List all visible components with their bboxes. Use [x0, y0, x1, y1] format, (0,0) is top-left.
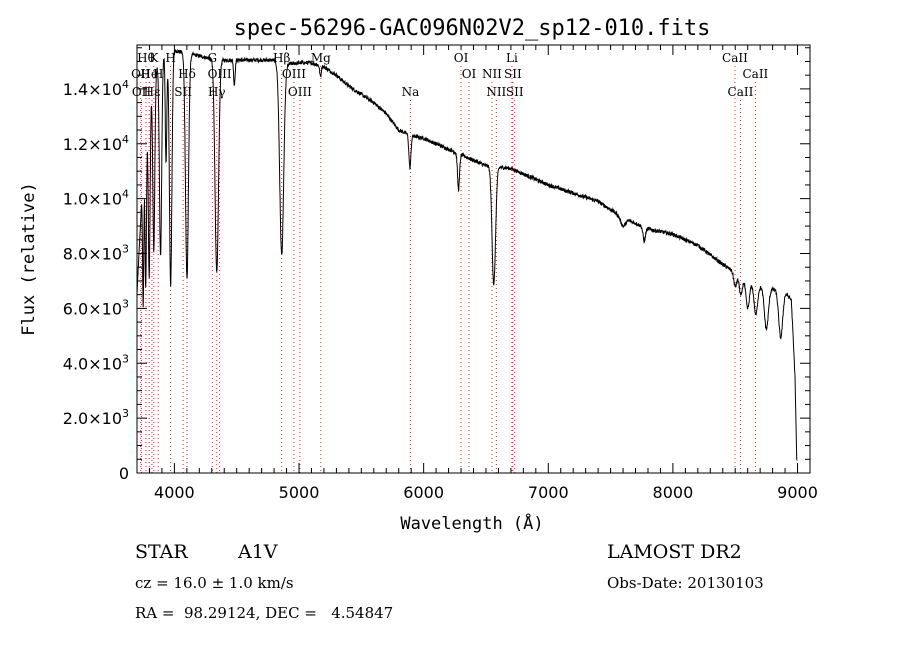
y-tick-exponent: 4: [122, 78, 129, 91]
spectral-line-label: SII: [504, 67, 522, 81]
y-tick-mantissa: 8.0×10: [63, 245, 122, 264]
spectral-line-label: Mg: [311, 51, 331, 65]
spectral-line-label: OIII: [208, 67, 232, 81]
y-tick-exponent: 3: [122, 243, 129, 256]
x-tick-label: 4000: [154, 483, 195, 502]
survey-name: LAMOST DR2: [607, 541, 742, 563]
y-tick-mantissa: 4.0×10: [63, 354, 122, 373]
coordinates: RA = 98.29124, DEC = 4.54847: [135, 604, 394, 622]
y-tick-mantissa: 1.2×10: [63, 135, 122, 154]
y-tick-mantissa: 1.0×10: [63, 190, 122, 209]
y-tick-mantissa: 0: [119, 464, 129, 483]
spectral-line-label: OIII: [288, 85, 312, 99]
spectral-line-label: CaII: [742, 67, 768, 81]
y-tick-label: 8.0×103: [63, 243, 129, 264]
chart-title: spec-56296-GAC096N02V2_sp12-010.fits: [234, 16, 711, 41]
spectral-line-label: OI: [462, 67, 477, 81]
y-tick-mantissa: 1.4×10: [63, 80, 122, 99]
x-tick-label: 5000: [279, 483, 320, 502]
spectral-line-label: OIII: [282, 67, 306, 81]
spectral-line-label: SII: [174, 85, 192, 99]
object-class: STAR: [135, 541, 188, 563]
x-tick-label: 9000: [777, 483, 818, 502]
spectral-line-label: SII: [506, 85, 524, 99]
axes-layer: 4000 5000 6000 7000 8000 900002.0×1034.0×1036…: [63, 44, 818, 502]
y-tick-label: 0: [119, 464, 129, 483]
redshift-velocity: cz = 16.0 ± 1.0 km/s: [135, 574, 294, 592]
x-tick-label: 8000: [653, 483, 694, 502]
y-tick-label: 1.0×104: [63, 188, 129, 209]
spectral-line-label: CaII: [722, 51, 748, 65]
spectral-line-label: Na: [402, 85, 420, 99]
spectral-lines-layer: OIIOIIHθHeHεKHHHδSIIGOIIIHγHβOIIIOIIIMgN…: [131, 51, 769, 473]
x-axis-label: Wavelength (Å): [400, 512, 543, 534]
y-tick-exponent: 3: [122, 352, 129, 365]
y-tick-label: 1.2×104: [63, 133, 129, 154]
y-tick-exponent: 3: [122, 297, 129, 310]
x-tick-label: 7000: [528, 483, 569, 502]
y-tick-label: 4.0×103: [63, 352, 129, 373]
y-tick-mantissa: 2.0×10: [63, 409, 122, 428]
plot-frame: [136, 44, 811, 474]
y-tick-mantissa: 6.0×10: [63, 299, 122, 318]
y-tick-label: 2.0×103: [63, 407, 129, 428]
y-tick-exponent: 4: [122, 188, 129, 201]
spectral-line-label: Hβ: [273, 51, 290, 65]
spectral-line-label: Hδ: [178, 67, 196, 81]
spectrum-layer: [136, 48, 798, 461]
spectral-line-label: H: [165, 51, 175, 65]
y-tick-exponent: 4: [122, 133, 129, 146]
spectral-line-label: Hγ: [208, 85, 226, 99]
y-axis-label: Flux (relative): [19, 182, 39, 336]
observation-date: Obs-Date: 20130103: [607, 574, 764, 592]
spectral-line-label: Li: [506, 51, 518, 65]
spectral-line-label: CaII: [728, 85, 754, 99]
spectrum-line: [136, 48, 798, 461]
object-subclass: A1V: [238, 541, 278, 563]
y-tick-label: 6.0×103: [63, 297, 129, 318]
spectral-line-label: K: [149, 51, 159, 65]
spectral-line-label: NII: [482, 67, 502, 81]
spectral-line-label: OI: [454, 51, 469, 65]
spectral-line-label: NII: [486, 85, 506, 99]
x-tick-label: 6000: [403, 483, 444, 502]
spectral-line-label: G: [207, 51, 217, 65]
y-tick-label: 1.4×104: [63, 78, 129, 99]
y-tick-exponent: 3: [122, 407, 129, 420]
